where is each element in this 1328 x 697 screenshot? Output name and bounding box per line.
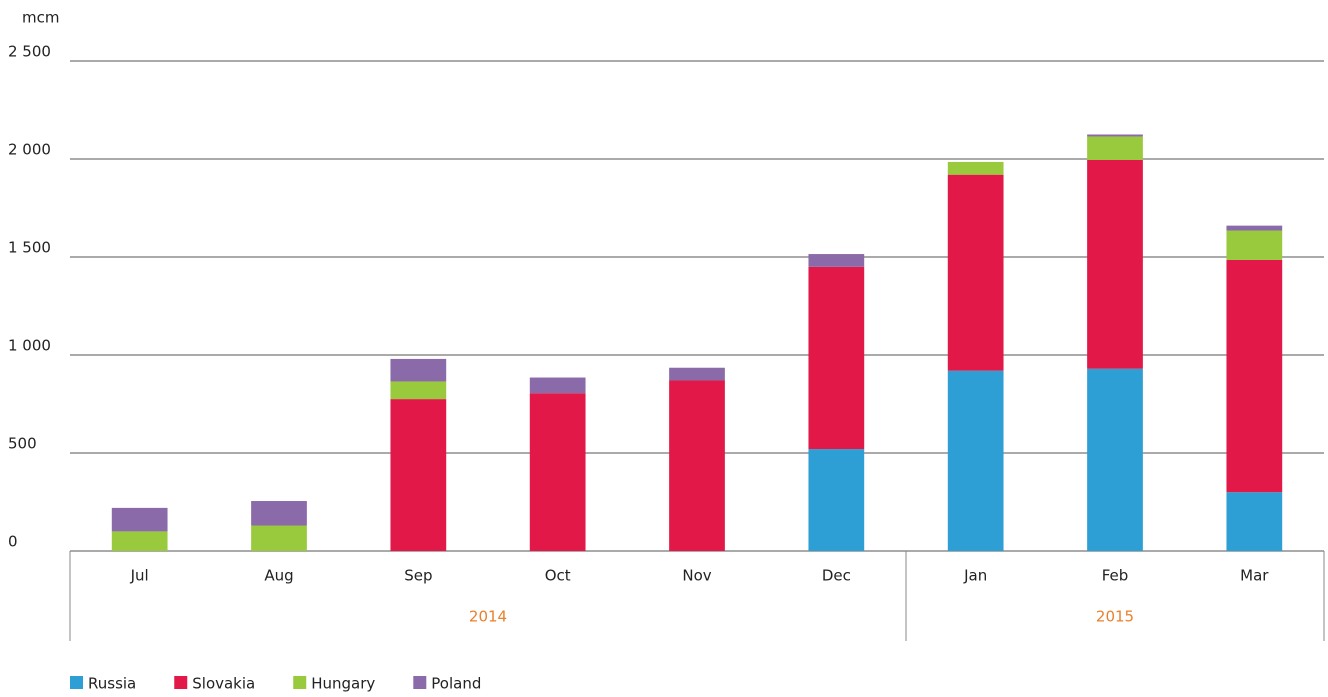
bar-segment xyxy=(390,381,447,400)
legend-label: Slovakia xyxy=(192,675,255,693)
bar-segment xyxy=(808,449,865,551)
legend-swatch xyxy=(293,676,307,689)
x-tick-label: Jul xyxy=(130,567,149,585)
bar-segment xyxy=(390,399,447,551)
x-tick-label: Aug xyxy=(264,567,293,585)
bar-segment xyxy=(111,531,168,551)
y-tick-label: 1 500 xyxy=(8,239,51,257)
bar-segment xyxy=(390,358,447,382)
legend-swatch xyxy=(174,676,188,689)
y-tick-label: 1 000 xyxy=(8,337,51,355)
legend-swatch xyxy=(413,676,427,689)
y-tick-label: 2 500 xyxy=(8,43,51,61)
x-tick-label: Mar xyxy=(1240,567,1269,585)
bar-segment xyxy=(1087,136,1143,160)
bar-segment xyxy=(251,501,307,526)
y-tick-label: 500 xyxy=(8,435,37,453)
x-tick-label: Sep xyxy=(404,567,432,585)
bar-segment xyxy=(1226,492,1283,551)
bar-segment xyxy=(1087,159,1143,369)
x-tick-label: Dec xyxy=(822,567,851,585)
x-tick-label: Jan xyxy=(963,567,987,585)
bar-segment xyxy=(947,174,1004,371)
bar-segment xyxy=(669,367,725,381)
bar-segment xyxy=(111,507,168,532)
bar-segment xyxy=(808,254,865,267)
group-label: 2015 xyxy=(1096,608,1134,626)
y-tick-label: 2 000 xyxy=(8,141,51,159)
bar-segment xyxy=(1226,230,1283,260)
group-label: 2014 xyxy=(469,608,507,626)
bar-segment xyxy=(529,377,586,394)
x-tick-label: Oct xyxy=(545,567,571,585)
bar-segment xyxy=(947,161,1004,175)
bar-segment xyxy=(669,380,725,551)
bar-segment xyxy=(1087,368,1143,551)
legend-label: Russia xyxy=(88,675,136,693)
y-tick-label: 0 xyxy=(8,533,18,551)
legend-label: Poland xyxy=(431,675,481,693)
bar-segment xyxy=(1226,259,1283,493)
bar-segment xyxy=(947,370,1004,551)
bar-segment xyxy=(1087,134,1143,137)
x-tick-label: Feb xyxy=(1102,567,1129,585)
legend-swatch xyxy=(70,676,83,689)
bar-segment xyxy=(529,393,586,551)
bar-segment xyxy=(808,266,865,450)
legend-label: Hungary xyxy=(311,675,375,693)
bar-segment xyxy=(1226,225,1283,231)
bar-segment xyxy=(251,525,307,551)
x-tick-label: Nov xyxy=(682,567,711,585)
y-axis-label: mcm xyxy=(22,9,59,27)
